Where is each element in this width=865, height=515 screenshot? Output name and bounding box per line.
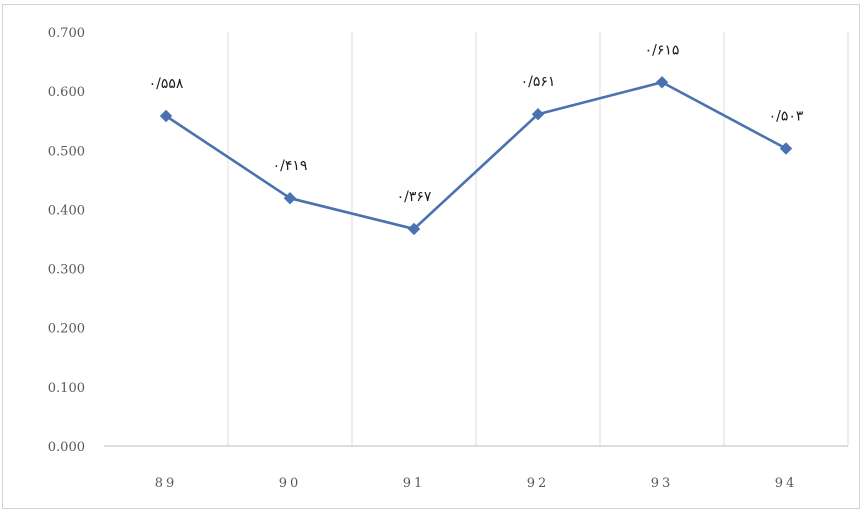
- x-tick-label: 93: [651, 476, 674, 491]
- y-tick-label: 0.600: [48, 85, 85, 100]
- x-tick-label: 94: [775, 476, 798, 491]
- data-point-marker: [283, 191, 297, 205]
- chart-frame: [2, 4, 860, 509]
- data-point-marker: [531, 108, 545, 121]
- gridlines: [227, 32, 849, 446]
- x-tick-label: 92: [527, 476, 550, 491]
- y-tick-label: 0.000: [48, 440, 85, 455]
- x-tick-label: 89: [155, 476, 178, 491]
- data-label: ۰/۵۶۱: [521, 74, 556, 90]
- data-point-marker: [655, 76, 669, 89]
- y-tick-labels: 0.000 0.100 0.200 0.300 0.400 0.500 0.600 0.700: [48, 26, 85, 455]
- x-tick-label: 91: [403, 476, 426, 491]
- data-point-marker: [159, 109, 173, 123]
- data-point-marker: [407, 222, 421, 236]
- y-tick-label: 0.500: [48, 144, 85, 159]
- data-label: ۰/۵۰۳: [769, 109, 804, 125]
- data-label: ۰/۶۱۵: [645, 42, 680, 58]
- y-tick-label: 0.400: [48, 203, 85, 218]
- y-tick-label: 0.200: [48, 322, 85, 337]
- series: [159, 76, 793, 236]
- y-tick-label: 0.700: [48, 26, 85, 41]
- data-point-marker: [779, 142, 793, 155]
- data-label: ۰/۳۶۷: [397, 189, 432, 205]
- x-tick-label: 90: [279, 476, 302, 491]
- data-labels: ۰/۵۵۸ ۰/۴۱۹ ۰/۳۶۷ ۰/۵۶۱ ۰/۶۱۵ ۰/۵۰۳: [149, 42, 804, 205]
- y-tick-label: 0.100: [48, 381, 85, 396]
- series-line: [165, 80, 787, 231]
- data-label: ۰/۵۵۸: [149, 76, 184, 92]
- x-tick-labels: 89 90 91 92 93 94: [155, 476, 798, 491]
- data-label: ۰/۴۱۹: [273, 158, 308, 174]
- y-tick-label: 0.300: [48, 263, 85, 278]
